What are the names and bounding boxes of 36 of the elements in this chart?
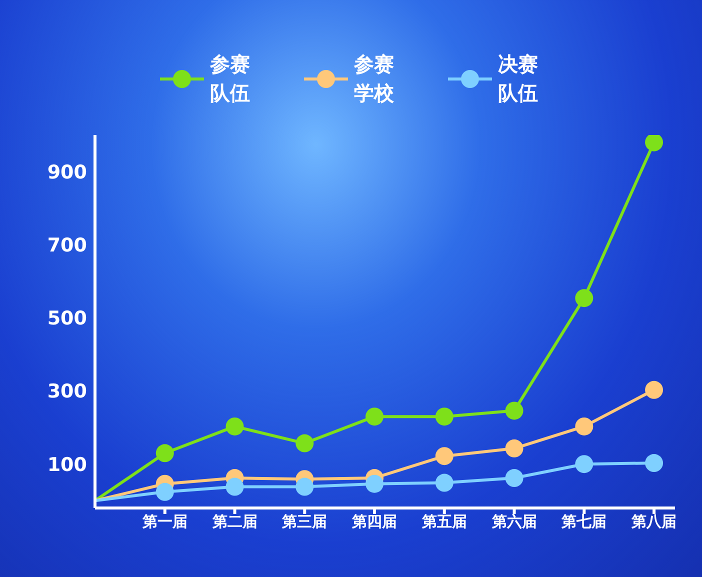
point (575, 417, 594, 436)
x-tick-label: 第六届 (490, 512, 537, 531)
point (296, 434, 314, 452)
point (435, 474, 454, 492)
point (505, 402, 524, 420)
y-tick-label: 500 (47, 308, 87, 330)
point (366, 408, 384, 426)
point (156, 444, 174, 462)
point (645, 135, 664, 152)
point (505, 469, 524, 488)
legend-label: 参赛队伍 (210, 51, 251, 107)
point (645, 454, 664, 472)
legend-label: 参赛学校 (354, 51, 395, 107)
point (366, 474, 384, 493)
x-tick-label: 第八届 (630, 512, 677, 531)
y-tick-label: 700 (47, 234, 87, 256)
point (156, 482, 174, 501)
point (226, 417, 244, 436)
point (435, 408, 454, 426)
x-tick-label: 第一届 (141, 512, 188, 531)
point (435, 447, 454, 466)
x-tick-label: 第三届 (281, 512, 328, 531)
point (575, 289, 594, 308)
point (575, 455, 594, 474)
x-tick-label: 第二届 (211, 512, 258, 531)
point (505, 439, 524, 458)
y-tick-label: 900 (47, 161, 87, 184)
x-tick-label: 第七届 (560, 512, 607, 531)
point (645, 380, 664, 399)
x-tick-label: 第四届 (351, 512, 398, 531)
y-tick-label: 300 (47, 380, 87, 403)
y-tick-label: 100 (47, 454, 87, 476)
x-tick-label: 第五届 (420, 512, 467, 531)
point (296, 478, 314, 496)
legend-label: 决赛队伍 (498, 51, 539, 107)
point (226, 478, 244, 496)
